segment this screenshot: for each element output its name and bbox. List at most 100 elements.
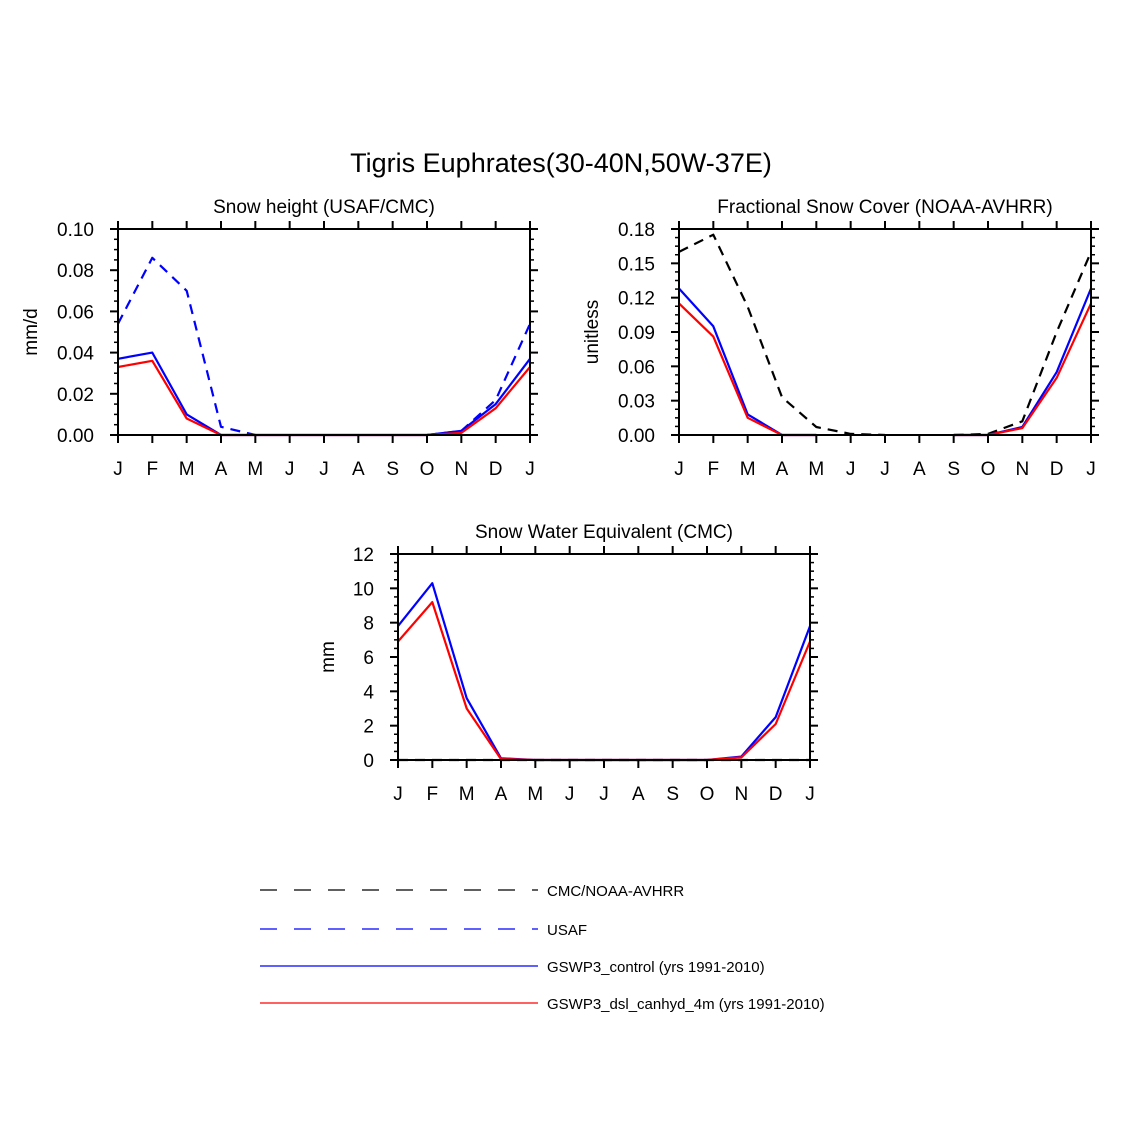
x-tick-label: D (769, 784, 783, 805)
x-tick-label: F (708, 459, 720, 480)
chart-panel-3: Snow Water Equivalent (CMC)mmJ F M A M J J A S O N… (318, 522, 818, 805)
legend-label: GSWP3_control (yrs 1991-2010) (547, 959, 765, 976)
y-tick-label: 8 (363, 614, 374, 635)
y-tick-label: 0.00 (57, 426, 94, 447)
x-tick-label: S (947, 459, 960, 480)
x-tick-label: O (420, 459, 435, 480)
legend-item-3: GSWP3_control (yrs 1991-2010) (260, 959, 765, 976)
y-tick-label: 0.04 (57, 344, 94, 365)
x-tick-label: O (700, 784, 715, 805)
x-tick-label: J (880, 459, 890, 480)
y-axis: 0 2 4 6 8 10 12 (353, 545, 818, 772)
y-tick-label: 0.02 (57, 385, 94, 406)
y-tick-label: 0.03 (618, 392, 655, 413)
legend-item-2: USAF (260, 922, 587, 939)
x-tick-label: J (599, 784, 609, 805)
y-tick-label: 10 (353, 579, 374, 600)
y-tick-label: 6 (363, 648, 374, 669)
series-line-1-seg1 (117, 256, 256, 437)
x-tick-label: J (393, 784, 403, 805)
x-tick-label: D (1050, 459, 1064, 480)
x-tick-label: N (1015, 459, 1029, 480)
series-line-2 (397, 582, 812, 762)
y-tick-label: 12 (353, 545, 374, 566)
series-line-2 (117, 351, 531, 437)
x-tick-label: S (666, 784, 679, 805)
x-tick-label: A (913, 459, 926, 480)
y-tick-label: 0.08 (57, 261, 94, 282)
series-group (397, 582, 812, 762)
series-group (678, 233, 1093, 437)
y-tick-label: 0.00 (618, 426, 655, 447)
x-tick-label: A (632, 784, 645, 805)
series-line-1-seg1 (678, 233, 886, 437)
y-tick-label: 0.09 (618, 323, 655, 344)
legend-item-1: CMC/NOAA-AVHRR (260, 883, 684, 900)
panel-title: Fractional Snow Cover (NOAA-AVHRR) (717, 197, 1052, 218)
x-tick-label: A (215, 459, 228, 480)
y-axis: 0.00 0.02 0.04 0.06 0.08 0.10 (57, 220, 538, 447)
series-line-2-seg1 (678, 287, 817, 437)
series-line-3-seg1 (678, 302, 817, 437)
x-tick-label: F (427, 784, 439, 805)
x-tick-label: A (352, 459, 365, 480)
y-tick-label: 2 (363, 717, 374, 738)
y-tick-label: 0.06 (57, 302, 94, 323)
y-tick-label: 0.10 (57, 220, 94, 241)
y-tick-label: 0 (363, 751, 374, 772)
y-tick-label: 0.12 (618, 289, 655, 310)
series-line-3-seg2 (953, 302, 1092, 437)
x-tick-label: J (846, 459, 856, 480)
figure-title: Tigris Euphrates(30-40N,50W-37E) (350, 148, 772, 178)
series-line-3 (117, 359, 531, 437)
legend-label: GSWP3_dsl_canhyd_4m (yrs 1991-2010) (547, 996, 825, 1013)
y-axis-label: unitless (582, 300, 603, 364)
x-tick-label: J (285, 459, 295, 480)
series-group (117, 256, 532, 437)
x-tick-label: S (386, 459, 399, 480)
x-tick-label: J (565, 784, 575, 805)
x-tick-label: D (489, 459, 503, 480)
y-tick-label: 0.06 (618, 357, 655, 378)
panel-title: Snow height (USAF/CMC) (213, 197, 435, 218)
y-tick-label: 4 (363, 682, 374, 703)
x-tick-label: N (454, 459, 468, 480)
x-tick-label: M (247, 459, 263, 480)
legend-item-4: GSWP3_dsl_canhyd_4m (yrs 1991-2010) (260, 996, 825, 1013)
series-line-1-seg2 (953, 251, 1093, 437)
x-tick-label: N (734, 784, 748, 805)
series-line-2-seg2 (953, 288, 1093, 437)
x-tick-label: J (674, 459, 684, 480)
x-tick-label: F (147, 459, 159, 480)
x-tick-label: A (776, 459, 789, 480)
x-tick-label: A (495, 784, 508, 805)
x-tick-label: J (1086, 459, 1096, 480)
x-tick-label: J (113, 459, 123, 480)
y-tick-label: 0.18 (618, 220, 655, 241)
chart-panel-2: Fractional Snow Cover (NOAA-AVHRR) unitle… (582, 197, 1099, 480)
x-tick-label: J (525, 459, 535, 480)
x-tick-label: J (805, 784, 815, 805)
y-tick-label: 0.15 (618, 254, 655, 275)
x-tick-label: J (319, 459, 329, 480)
x-tick-label: M (740, 459, 756, 480)
legend: CMC/NOAA-AVHRR USAF GSWP3_control (yrs 199… (260, 883, 825, 1013)
legend-label: USAF (547, 922, 587, 939)
y-axis-label: mm/d (21, 308, 42, 356)
plot-frame (397, 553, 811, 761)
series-line-3 (397, 600, 812, 762)
legend-label: CMC/NOAA-AVHRR (547, 883, 684, 900)
x-tick-label: O (981, 459, 996, 480)
y-axis: 0.00 0.03 0.06 0.09 0.12 0.15 0.18 (618, 220, 1099, 447)
x-tick-label: M (459, 784, 475, 805)
x-tick-label: M (808, 459, 824, 480)
y-axis-label: mm (318, 641, 339, 673)
panel-title: Snow Water Equivalent (CMC) (475, 522, 733, 543)
x-tick-label: M (527, 784, 543, 805)
x-tick-label: M (179, 459, 195, 480)
chart-panel-1: Snow height (USAF/CMC)mm/dJ F M A M J J A S O N D J0… (21, 197, 538, 480)
